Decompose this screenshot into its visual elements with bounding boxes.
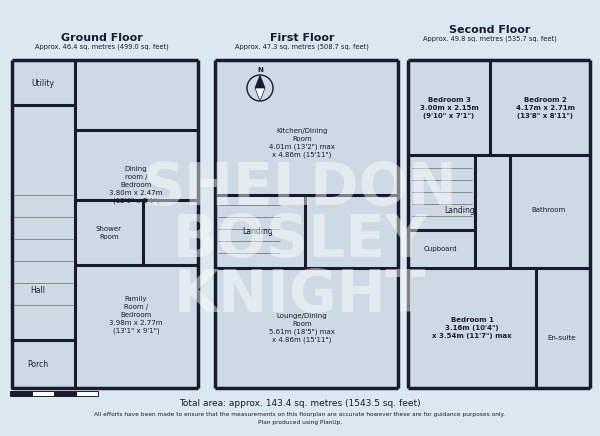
- Text: Bedroom 1
3.16m (10'4")
x 3.54m (11'7") max: Bedroom 1 3.16m (10'4") x 3.54m (11'7") …: [432, 317, 512, 339]
- Text: Utility: Utility: [32, 78, 55, 88]
- Bar: [215, 60, 398, 388]
- Text: SHELDON: SHELDON: [143, 160, 458, 217]
- Bar: [12, 60, 198, 388]
- Text: Total area: approx. 143.4 sq. metres (1543.5 sq. feet): Total area: approx. 143.4 sq. metres (15…: [179, 399, 421, 408]
- Bar: [54, 391, 76, 396]
- Text: Family
Room /
Bedroom
3.98m x 2.77m
(13'1" x 9'1"): Family Room / Bedroom 3.98m x 2.77m (13'…: [109, 296, 163, 334]
- Text: Bedroom 3
3.00m x 2.15m
(9'10" x 7'1"): Bedroom 3 3.00m x 2.15m (9'10" x 7'1"): [419, 97, 478, 119]
- Text: KNIGHT: KNIGHT: [174, 266, 426, 324]
- Text: BOSLEY: BOSLEY: [172, 211, 428, 269]
- Text: Dining
room /
Bedroom
3.80m x 2.47m
(12'6" x 8'1"): Dining room / Bedroom 3.80m x 2.47m (12'…: [109, 166, 163, 204]
- Text: Bathroom: Bathroom: [532, 207, 566, 213]
- Text: Shower
Room: Shower Room: [96, 226, 122, 240]
- Text: Plan produced using PlanUp.: Plan produced using PlanUp.: [258, 419, 342, 425]
- Text: All efforts have been made to ensure that the measurements on this floorplan are: All efforts have been made to ensure tha…: [95, 412, 505, 416]
- Text: Cupboard: Cupboard: [423, 246, 457, 252]
- Text: Approx. 47.3 sq. metres (508.7 sq. feet): Approx. 47.3 sq. metres (508.7 sq. feet): [235, 44, 369, 50]
- Bar: [76, 391, 98, 396]
- Polygon shape: [255, 88, 265, 101]
- Text: N: N: [257, 67, 263, 73]
- Text: Porch: Porch: [28, 360, 49, 368]
- Text: Approx. 49.8 sq. metres (535.7 sq. feet): Approx. 49.8 sq. metres (535.7 sq. feet): [423, 36, 557, 42]
- Bar: [408, 60, 590, 388]
- Text: Approx. 46.4 sq. metres (499.0 sq. feet): Approx. 46.4 sq. metres (499.0 sq. feet): [35, 44, 169, 50]
- Text: Kitchen/Dining
Room
4.01m (13'2") max
x 4.86m (15'11"): Kitchen/Dining Room 4.01m (13'2") max x …: [269, 128, 335, 158]
- Text: Hall: Hall: [31, 286, 46, 294]
- Bar: [10, 391, 32, 396]
- Text: Landing: Landing: [445, 205, 475, 215]
- Text: Bedroom 2
4.17m x 2.71m
(13'8" x 8'11"): Bedroom 2 4.17m x 2.71m (13'8" x 8'11"): [515, 97, 575, 119]
- Text: Lounge/Dining
Room
5.61m (18'5") max
x 4.86m (15'11"): Lounge/Dining Room 5.61m (18'5") max x 4…: [269, 313, 335, 343]
- Bar: [12, 340, 75, 388]
- Bar: [32, 391, 54, 396]
- Text: Landing: Landing: [242, 226, 274, 235]
- Text: Ground Floor: Ground Floor: [61, 33, 143, 43]
- Text: En-suite: En-suite: [548, 335, 576, 341]
- Polygon shape: [255, 75, 265, 88]
- Text: First Floor: First Floor: [270, 33, 334, 43]
- Text: Second Floor: Second Floor: [449, 25, 530, 35]
